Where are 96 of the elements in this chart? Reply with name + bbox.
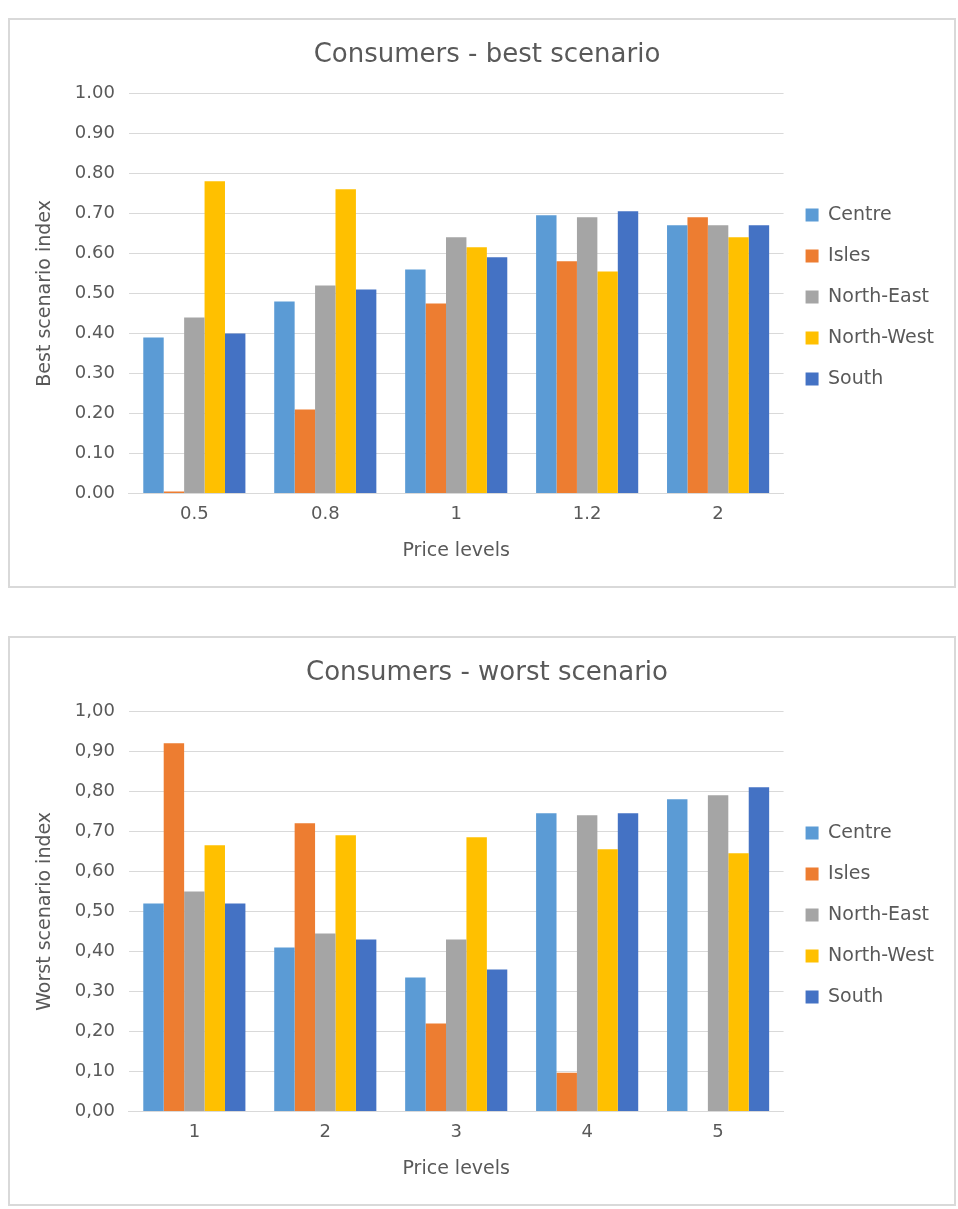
y-axis-title: Best scenario index — [32, 200, 55, 387]
y-tick-label: 0,10 — [74, 1059, 115, 1081]
y-tick-label: 0,60 — [74, 859, 115, 881]
legend-label: North-West — [828, 942, 935, 965]
bar — [576, 815, 598, 1112]
x-tick-label: 1 — [450, 502, 462, 524]
y-tick-label: 0.00 — [74, 481, 115, 503]
bar — [486, 969, 508, 1112]
bar — [748, 787, 770, 1112]
y-tick-label: 0.70 — [74, 200, 115, 222]
x-tick-label: 4 — [581, 1120, 593, 1142]
bar — [405, 269, 426, 494]
bar — [556, 1072, 577, 1112]
bar — [597, 271, 618, 494]
y-tick-label: 0,70 — [74, 818, 115, 840]
legend-label: Isles — [828, 242, 871, 265]
bar — [204, 181, 225, 494]
legend-label: North-East — [828, 901, 930, 924]
legend-label: South — [828, 983, 884, 1006]
y-tick-label: 0,00 — [74, 1099, 115, 1121]
y-tick-label: 0.40 — [74, 321, 115, 343]
bar — [315, 933, 336, 1112]
x-tick-label: 2 — [319, 1120, 332, 1142]
x-tick-label: 1 — [188, 1120, 201, 1142]
y-tick-label: 0,50 — [74, 899, 115, 921]
y-tick-label: 1.00 — [74, 80, 115, 102]
bar — [748, 225, 770, 494]
bar — [556, 261, 577, 494]
bar — [728, 237, 749, 494]
y-tick-label: 0.10 — [74, 441, 115, 463]
x-tick-label: 0.5 — [180, 502, 209, 524]
bar — [667, 799, 688, 1112]
legend-label: North-East — [828, 283, 930, 306]
bar — [405, 977, 426, 1112]
bar — [667, 225, 688, 494]
bar — [143, 903, 164, 1112]
y-tick-label: 0.60 — [74, 241, 115, 263]
bar — [224, 903, 246, 1112]
y-tick-label: 0,30 — [74, 979, 115, 1001]
y-tick-label: 0.90 — [74, 120, 115, 142]
bar — [446, 237, 467, 494]
y-tick-label: 1,00 — [74, 698, 115, 720]
bar — [536, 215, 557, 494]
bar — [576, 217, 598, 494]
bar — [617, 211, 639, 494]
bar — [294, 409, 316, 494]
y-tick-label: 0.20 — [74, 401, 115, 423]
y-tick-label: 0.80 — [74, 160, 115, 182]
y-tick-label: 0.30 — [74, 361, 115, 383]
legend-label: South — [828, 365, 884, 388]
bar — [425, 1023, 447, 1112]
bar — [728, 853, 749, 1112]
bar — [355, 289, 377, 494]
x-axis-title: Price levels — [402, 537, 510, 560]
x-tick-label: 2 — [712, 502, 724, 524]
y-tick-label: 0,90 — [74, 738, 115, 760]
bar — [597, 849, 618, 1112]
y-tick-label: 0,20 — [74, 1019, 115, 1041]
legend-label: North-West — [828, 324, 935, 347]
x-axis-title: Price levels — [402, 1155, 510, 1178]
y-tick-label: 0,80 — [74, 778, 115, 800]
legend-label: Isles — [828, 860, 871, 883]
x-tick-label: 0.8 — [310, 502, 340, 524]
bar — [184, 317, 205, 494]
bar — [446, 939, 467, 1112]
bar — [163, 743, 185, 1112]
y-tick-label: 0.50 — [74, 281, 115, 303]
bar — [425, 303, 447, 494]
x-tick-label: 1.2 — [572, 502, 602, 524]
y-axis-title: Worst scenario index — [32, 811, 55, 1011]
chart-title: Consumers - best scenario — [313, 38, 661, 69]
legend-label: Centre — [828, 819, 892, 842]
bar — [184, 891, 205, 1112]
chart-title: Consumers - worst scenario — [306, 656, 668, 687]
bar — [355, 939, 377, 1112]
x-tick-label: 5 — [712, 1120, 724, 1142]
bar — [274, 301, 295, 494]
y-tick-label: 0,40 — [74, 939, 115, 961]
bar — [204, 845, 225, 1112]
bar — [294, 823, 316, 1112]
bar — [335, 189, 356, 494]
x-tick-label: 3 — [450, 1120, 462, 1142]
bar — [466, 837, 487, 1112]
bar — [335, 835, 356, 1112]
bar — [143, 337, 164, 494]
legend-label: Centre — [828, 201, 892, 224]
bar — [274, 947, 295, 1112]
bar — [536, 813, 557, 1112]
bar — [486, 257, 508, 494]
bar — [466, 247, 487, 494]
bar — [707, 795, 729, 1112]
bar — [687, 217, 708, 494]
bar — [224, 333, 246, 494]
bar — [707, 225, 729, 494]
bar — [315, 285, 336, 494]
bar — [617, 813, 639, 1112]
